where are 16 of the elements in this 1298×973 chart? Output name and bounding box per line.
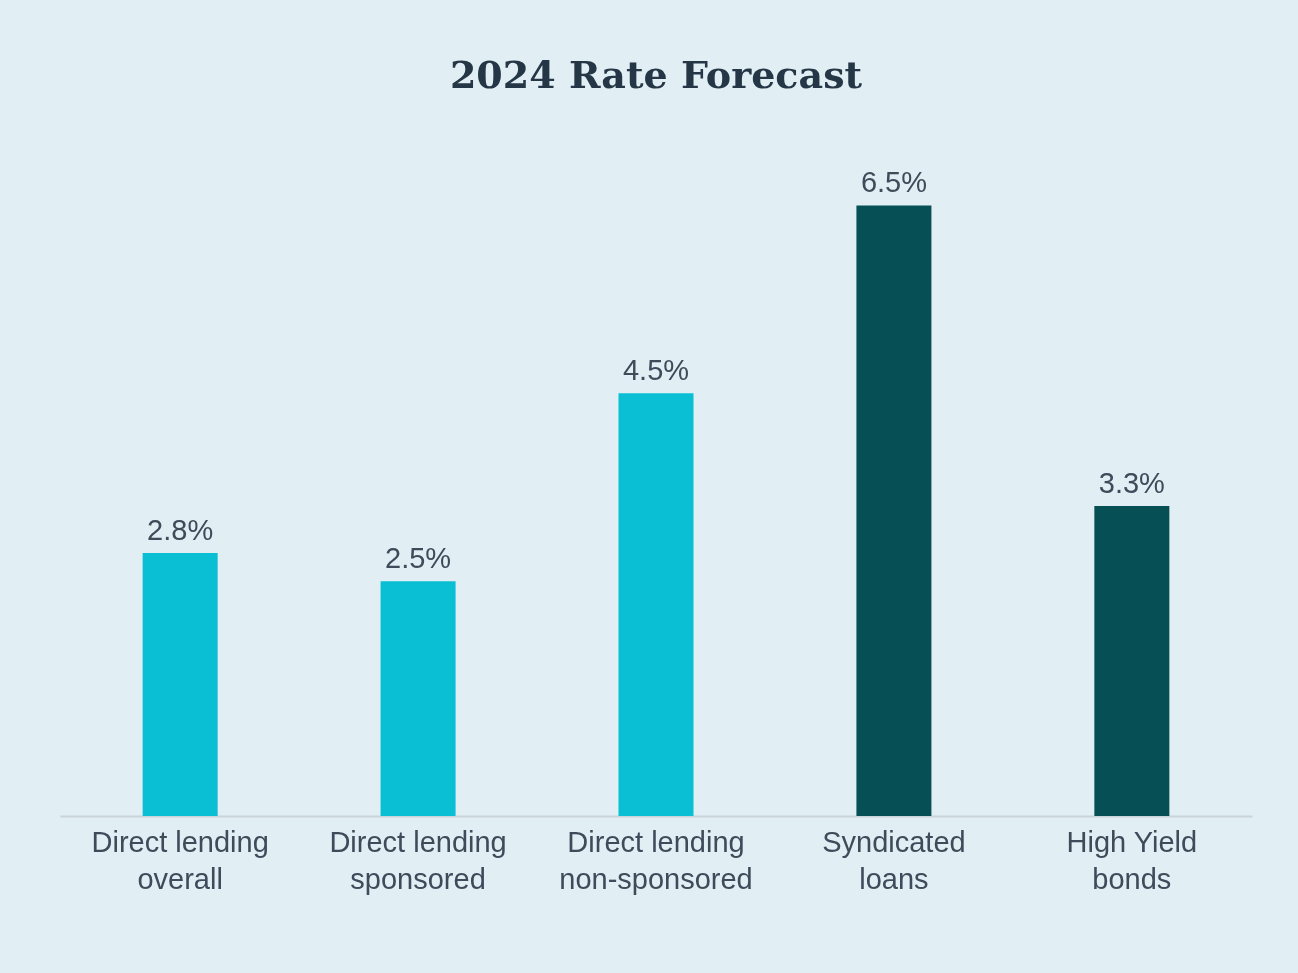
bar [142, 552, 218, 816]
chart-title: 2024 Rate Forecast [449, 52, 863, 97]
data-label: 2.8% [147, 513, 214, 546]
data-label: 2.5% [385, 542, 452, 575]
data-label: 6.5% [860, 166, 927, 199]
bar [856, 205, 932, 816]
data-label: 3.3% [1098, 466, 1165, 499]
bar [380, 581, 456, 816]
x-tick-label: Direct lending non-sponsored [559, 825, 753, 895]
bar [618, 393, 694, 816]
x-tick-label: Direct lending sponsored [329, 825, 507, 895]
x-tick-label: Direct lending overall [91, 825, 269, 895]
data-label: 4.5% [622, 354, 690, 387]
x-tick-label: Syndicated loans [822, 825, 966, 895]
x-tick-label: High Yield bonds [1066, 825, 1198, 895]
bar [1094, 505, 1170, 816]
